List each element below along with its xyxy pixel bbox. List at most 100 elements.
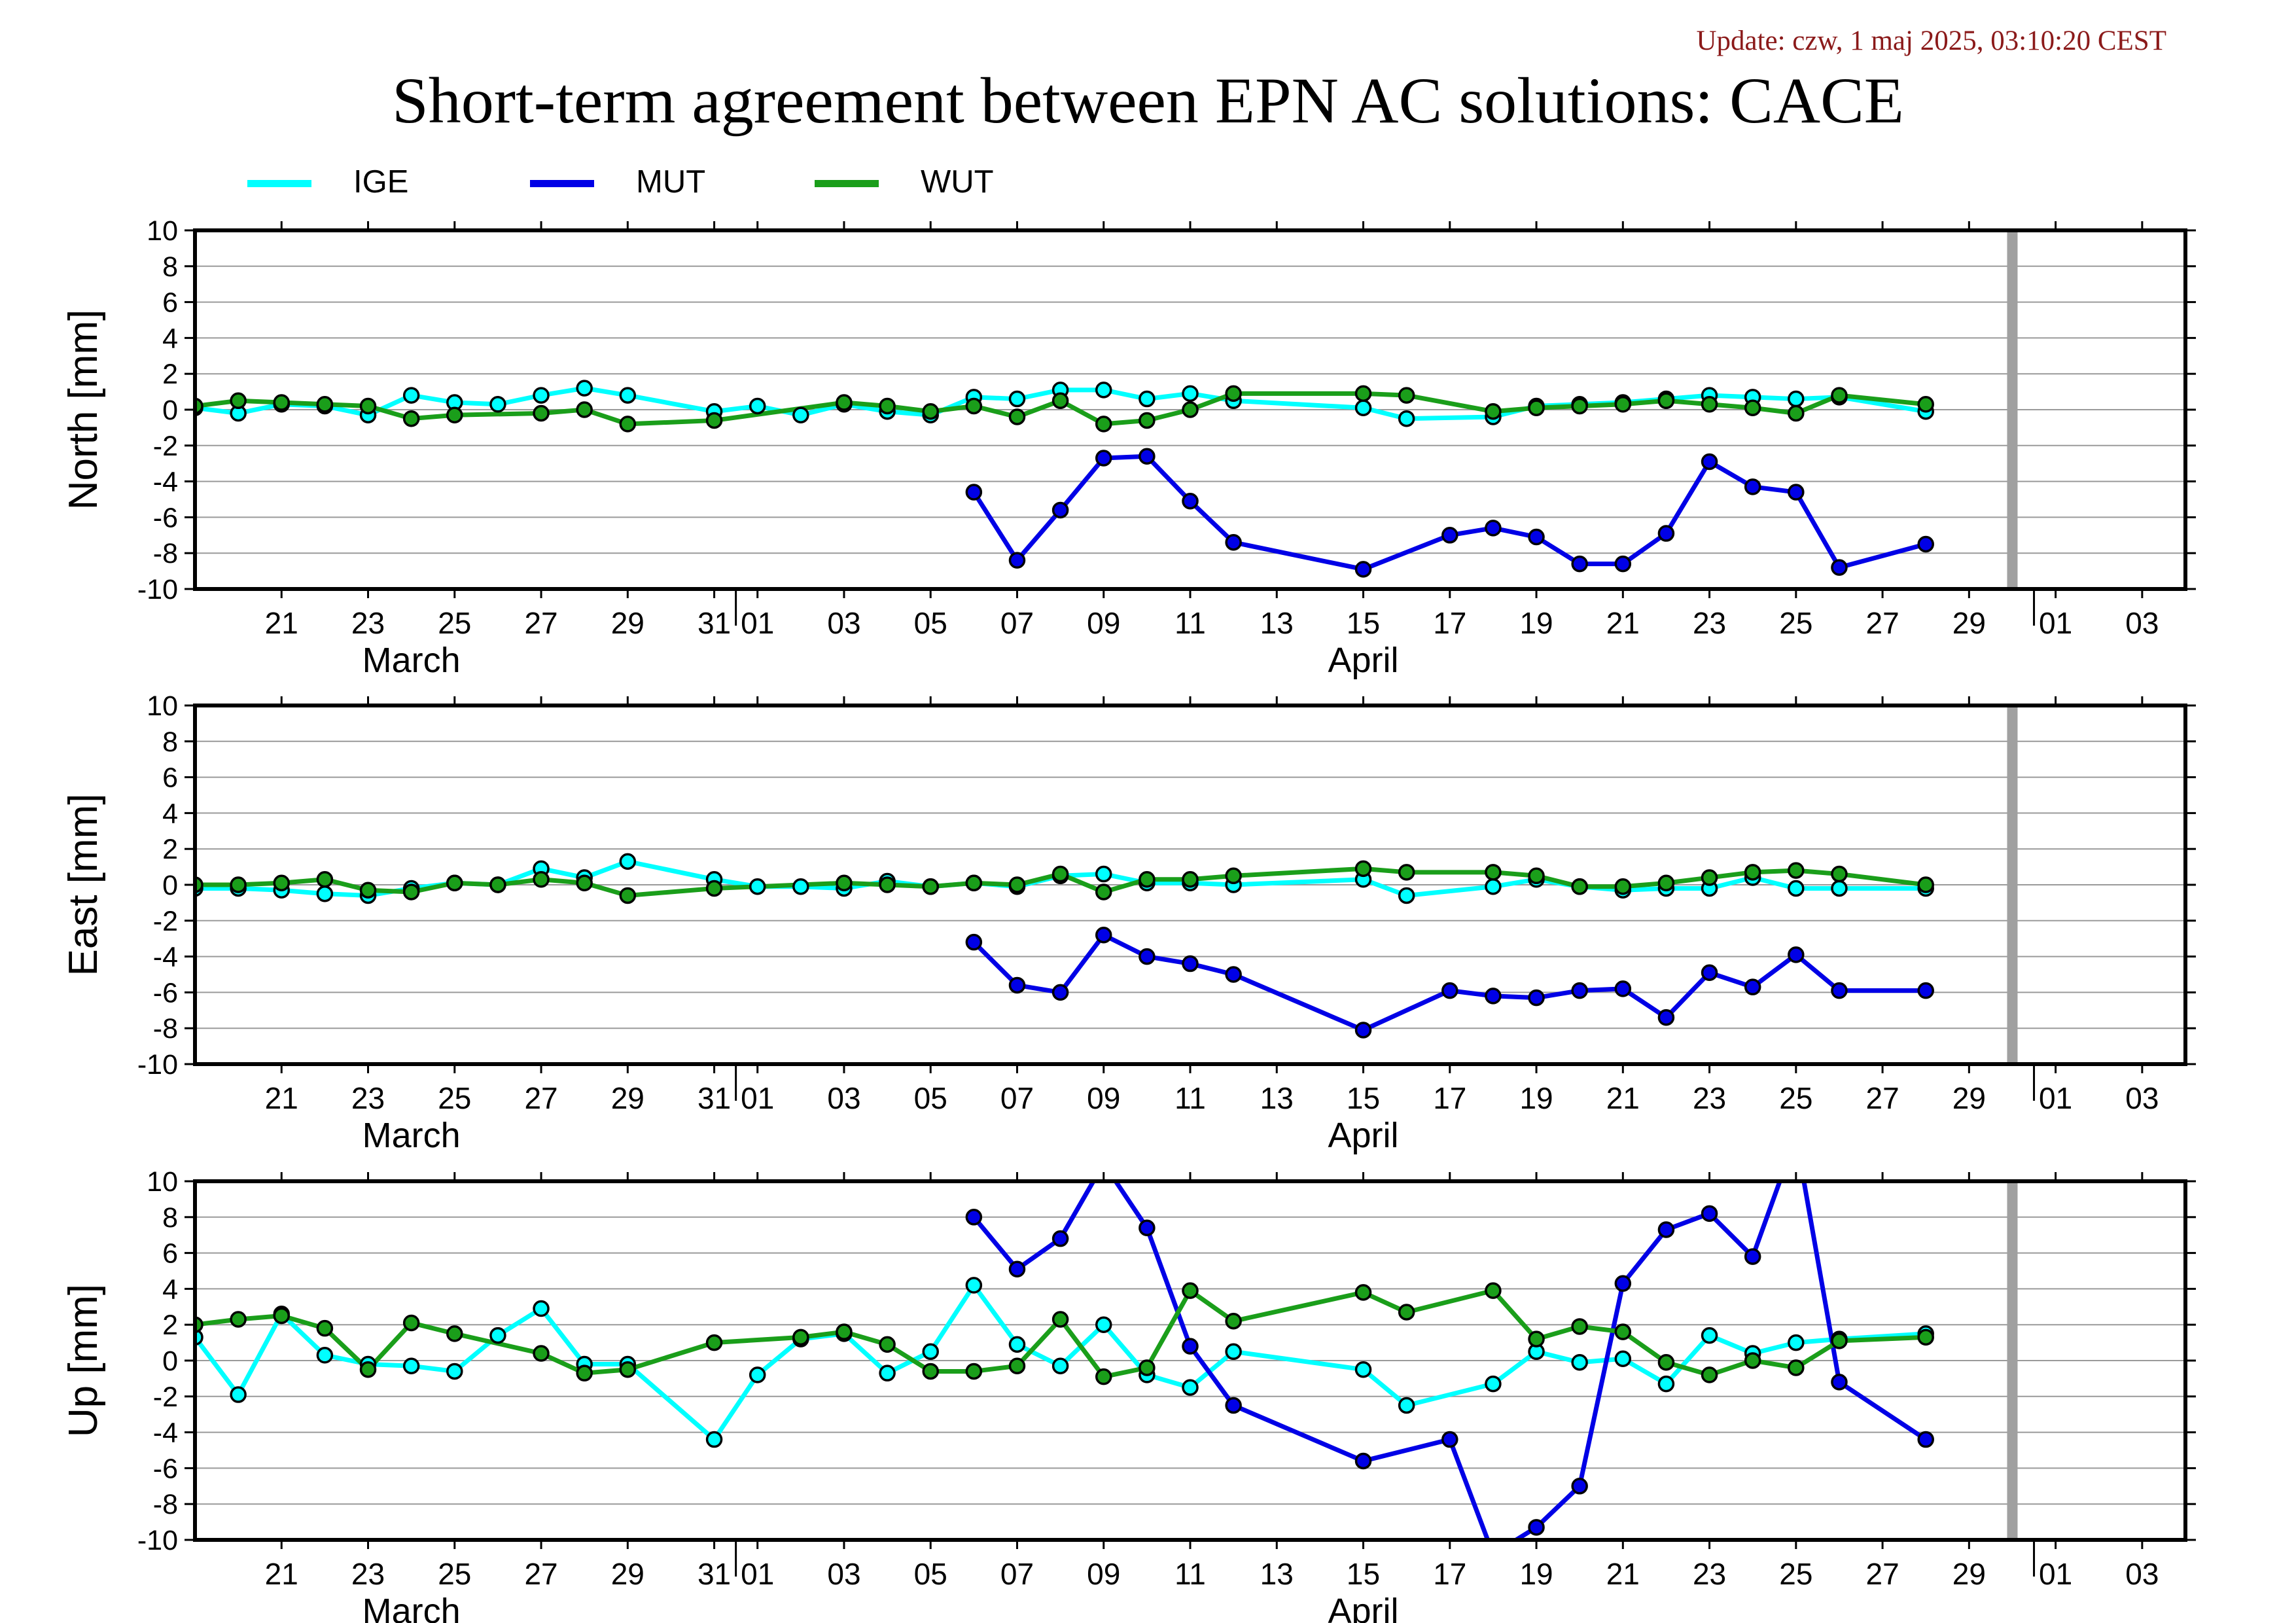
x-tick-label: 29 [611,1081,645,1115]
x-tick-label: 09 [1087,1081,1120,1115]
x-tick-label: 03 [827,606,860,640]
x-tick-label: 23 [1693,1557,1726,1591]
data-point-ige [1831,880,1848,897]
x-tick-label: 27 [524,1081,557,1115]
data-point-ige [1788,1334,1805,1351]
data-point-ige [533,1300,550,1317]
data-point-mut [1701,453,1718,471]
plot-frame [193,1179,2187,1542]
x-tick-label: 15 [1347,1557,1380,1591]
x-tick-label: 27 [524,1557,557,1591]
y-tick-label: -10 [137,1049,178,1080]
x-tick-label: 03 [827,1557,860,1591]
data-point-ige [230,1386,247,1403]
data-point-wut [1657,1353,1675,1371]
x-tick-label: 07 [1000,1081,1034,1115]
data-point-mut [1744,1248,1761,1265]
data-point-mut [1657,525,1675,542]
series-group [195,853,1934,1039]
data-point-mut [965,933,983,951]
data-point-wut [1354,385,1372,402]
data-point-mut [1614,980,1632,997]
data-point-wut [1614,1323,1632,1340]
data-point-mut [1225,534,1242,551]
data-point-ige [749,397,766,415]
data-point-wut [1008,1357,1026,1374]
y-tick-label: -2 [153,431,178,462]
x-tick-label: 03 [827,1081,860,1115]
x-tick-label: 07 [1000,606,1034,640]
x-tick-label: 03 [2125,606,2159,640]
x-tick-label: 03 [2125,1081,2159,1115]
data-point-wut [792,1329,809,1346]
y-tick-label: 4 [162,1274,178,1305]
series-group [195,380,1934,578]
data-point-wut [705,412,723,429]
series-line-wut [195,866,1926,898]
data-point-ige [576,380,593,397]
data-point-ige [1095,865,1112,883]
data-point-mut [1657,1221,1675,1238]
data-point-ige [446,1363,463,1380]
y-tick-label: 2 [162,359,178,390]
data-point-mut [1139,948,1156,965]
data-point-ige [489,396,506,413]
y-tick-label: 8 [162,726,178,758]
x-tick-label: 15 [1347,606,1380,640]
data-point-ige [749,1366,766,1383]
current-date-marker [2007,705,2018,1064]
data-point-ige [1139,390,1156,408]
data-point-ige [1614,1350,1632,1368]
data-point-wut [402,1314,420,1332]
data-point-wut [1398,387,1415,404]
x-tick-label: 21 [265,1081,298,1115]
data-point-ige [1354,1361,1372,1378]
x-tick-label: 25 [1779,606,1812,640]
x-tick-label: 01 [2039,1557,2072,1591]
series-line-wut [195,1288,1926,1380]
month-label: March [362,1116,461,1155]
data-point-mut [1831,1374,1848,1391]
data-point-mut [1831,982,1848,999]
x-tick-label: 09 [1087,1557,1120,1591]
y-tick-label: -4 [153,1418,178,1449]
data-point-wut [1571,1318,1588,1335]
data-point-wut [619,416,637,433]
data-point-wut [533,404,550,422]
x-tick-label: 27 [1866,1557,1899,1591]
data-point-mut [1008,976,1026,994]
data-point-wut [1051,392,1069,410]
data-point-wut [1528,867,1545,885]
x-tick-label: 23 [351,606,385,640]
data-point-wut [576,401,593,418]
data-point-mut [965,1209,983,1226]
data-point-mut [1441,982,1458,999]
data-point-wut [230,392,247,410]
data-point-mut [1441,527,1458,544]
data-point-mut [1008,552,1026,569]
y-tick-label: 6 [162,287,178,319]
data-point-mut [1182,492,1199,510]
series-group [195,1181,1934,1540]
data-point-ige [749,878,766,895]
data-point-mut [1788,484,1805,501]
x-tick-label: 05 [914,1557,947,1591]
x-tick-label: 25 [438,1081,471,1115]
data-point-mut [1744,978,1761,995]
data-point-mut [1051,501,1069,519]
data-point-wut [1788,862,1805,879]
y-tick-label: -10 [137,574,178,605]
y-tick-label: 0 [162,870,178,901]
data-point-wut [1225,385,1242,402]
data-point-mut [1095,450,1112,467]
x-tick-label: 25 [438,606,471,640]
data-point-ige [1051,1357,1069,1374]
y-tick-label: -8 [153,1013,178,1044]
data-point-mut [1788,946,1805,963]
y-tick-label: 0 [162,1346,178,1377]
data-point-wut [533,871,550,888]
data-point-wut [1571,878,1588,895]
data-point-ige [1701,1327,1718,1344]
data-point-mut [1139,1219,1156,1236]
x-tick-label: 31 [698,1557,731,1591]
